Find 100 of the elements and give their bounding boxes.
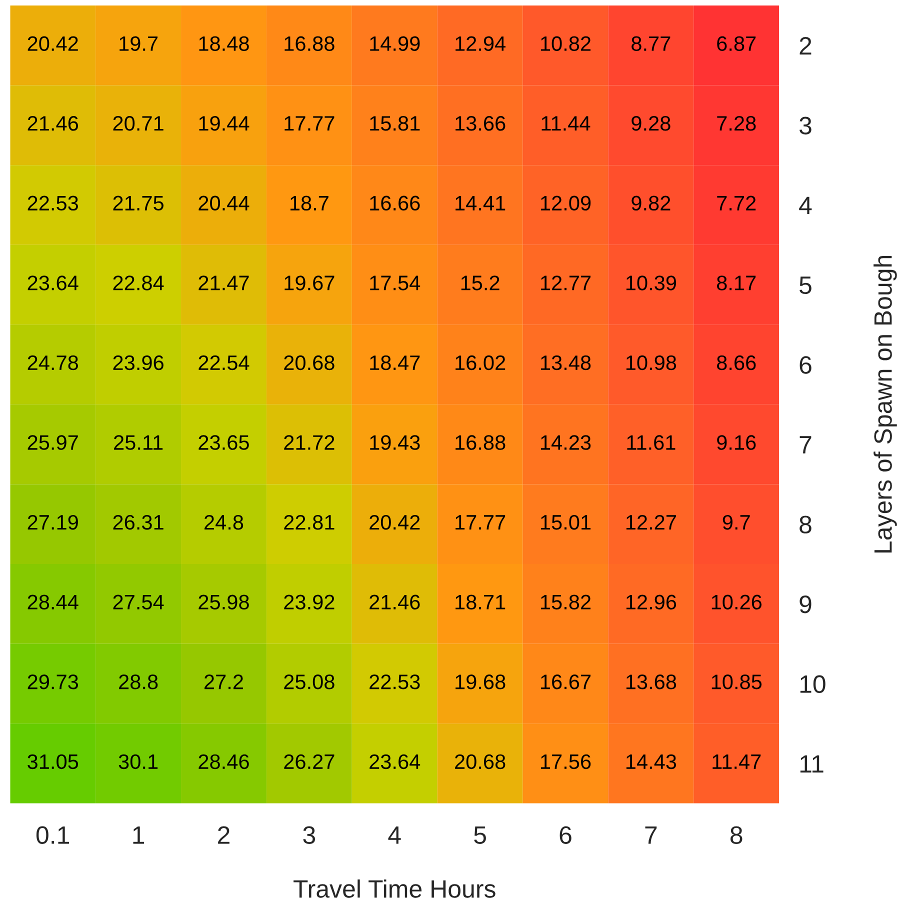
data-label: 16.88 [456,435,506,450]
data-label: 16.88 [284,36,334,51]
x-tick-label: 4 [388,826,401,844]
data-label: 12.77 [541,276,591,290]
data-label: 25.11 [114,435,163,450]
data-label: 8.17 [717,276,756,290]
data-label: 28.44 [28,594,78,610]
data-label: 19.67 [284,276,334,290]
data-label: 9.7 [722,514,750,530]
data-label: 8.66 [717,355,756,370]
data-label: 21.72 [284,435,334,450]
data-label: 20.71 [113,116,164,131]
data-label: 12.96 [626,594,676,610]
data-label: 24.78 [28,355,78,370]
data-label: 13.68 [626,674,676,690]
data-label: 17.56 [541,754,591,770]
data-label: 9.16 [717,435,756,450]
data-label: 20.42 [28,36,78,51]
data-label: 14.23 [541,435,591,450]
data-label: 20.68 [455,754,506,770]
data-label: 19.44 [199,116,250,131]
data-label: 22.81 [284,514,334,530]
data-label: 10.26 [712,594,762,610]
data-label: 10.98 [626,355,676,370]
data-label: 16.67 [541,674,591,690]
data-label: 25.97 [28,435,78,450]
data-label: 28.46 [198,754,249,770]
data-label: 17.77 [456,515,506,530]
data-label: 10.82 [541,36,591,51]
data-label: 20.68 [284,355,334,370]
y-tick-label: 2 [800,36,812,54]
data-label: 6.87 [717,36,756,51]
x-tick-label: 5 [474,826,486,844]
data-label: 22.53 [28,196,78,211]
data-label: 19.68 [456,674,506,690]
data-label: 27.2 [204,674,243,690]
data-label: 31.05 [28,754,78,770]
data-label: 14.43 [626,754,676,770]
data-label: 21.46 [370,594,420,610]
y-axis-title: Layers of Spawn on Bough [874,256,897,552]
x-tick-label: 6 [560,826,572,844]
data-label: 29.73 [28,674,78,690]
y-tick-label: 4 [799,196,812,214]
data-label: 17.77 [284,116,334,131]
data-label: 22.84 [113,276,164,290]
data-label: 15.82 [541,594,591,610]
data-label: 15.2 [461,276,500,290]
data-label: 24.8 [204,514,244,530]
data-label: 19.43 [370,435,420,450]
data-label: 25.98 [198,594,249,610]
data-label: 10.85 [712,674,762,690]
y-tick-label: 9 [800,596,812,614]
data-label: 22.53 [370,674,420,690]
x-tick-label: 3 [303,826,316,844]
data-label: 16.66 [370,196,420,211]
data-label: 23.96 [113,355,164,370]
data-label: 12.94 [456,36,506,51]
x-tick-label: 2 [218,826,230,844]
data-label: 21.46 [28,116,78,131]
y-tick-label: 11 [800,755,824,773]
data-label: 13.48 [541,355,591,370]
data-label: 23.65 [198,435,249,450]
data-label: 14.99 [370,36,420,51]
data-label: 8.77 [632,36,670,51]
data-label: 30.1 [118,754,158,770]
x-tick-label: 7 [645,826,657,844]
x-tick-label: 0.1 [36,826,70,844]
data-label: 7.72 [717,196,756,210]
data-label: 21.47 [198,276,249,290]
data-label: 23.64 [370,754,420,770]
x-axis-title: Travel Time Hours [294,879,496,898]
data-label: 15.81 [370,116,420,131]
data-label: 18.71 [456,594,506,610]
data-label: 13.66 [456,116,506,131]
y-tick-label: 6 [800,356,812,374]
data-label: 7.28 [717,116,756,131]
x-tick-label: 8 [730,826,742,844]
data-label: 15.01 [541,514,591,530]
data-label: 18.48 [199,36,249,51]
data-label: 23.64 [28,276,78,290]
data-label: 26.27 [284,754,334,770]
data-label: 26.31 [113,514,164,530]
y-tick-label: 8 [800,516,812,534]
data-label: 18.7 [290,196,328,211]
y-tick-label: 5 [800,276,812,294]
x-tick-label: 1 [133,826,144,844]
y-tick-label: 3 [799,116,812,134]
data-label: 11.47 [712,754,761,769]
data-label: 19.7 [120,36,158,51]
data-label: 28.8 [119,674,158,690]
data-label: 11.44 [542,116,590,131]
y-tick-label: 7 [800,436,812,454]
data-label: 25.08 [284,674,334,690]
data-label: 22.54 [198,355,250,370]
data-label: 27.19 [28,514,78,530]
data-label: 21.75 [113,196,164,211]
y-tick-label: 10 [800,675,826,693]
data-label: 20.42 [370,514,420,530]
data-label: 18.47 [370,355,420,370]
data-label: 14.41 [456,196,506,210]
